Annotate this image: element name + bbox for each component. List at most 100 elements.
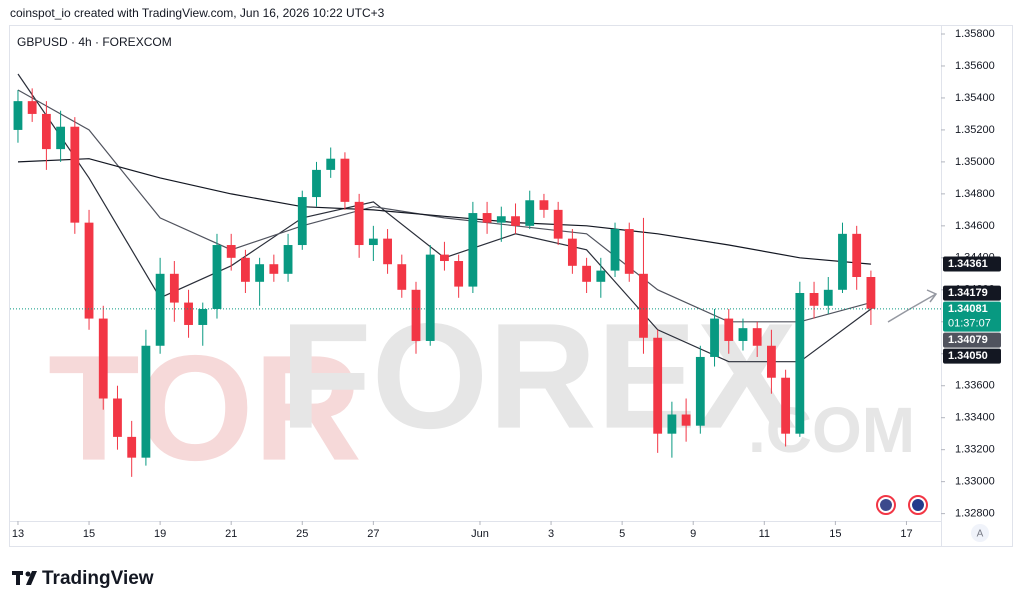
flag-us-inner — [880, 499, 892, 511]
footer-brand: TradingView — [42, 568, 154, 589]
candle-body — [639, 273, 648, 338]
candle-body — [738, 328, 748, 341]
auto-scale-button[interactable] — [971, 524, 989, 542]
candle-body — [766, 345, 776, 378]
candle-body — [440, 254, 449, 262]
x-tick-label: 25 — [296, 528, 308, 540]
candle — [440, 241, 449, 271]
header: coinspot_io created with TradingView.com… — [10, 6, 385, 20]
candle-body — [468, 213, 478, 287]
candle-body — [610, 229, 620, 271]
x-tick-label: 5 — [619, 528, 625, 540]
candle — [809, 281, 819, 319]
candle-body — [496, 216, 506, 223]
candle-body — [624, 229, 634, 274]
candle — [781, 369, 791, 447]
x-tick-label: 9 — [690, 528, 696, 540]
candle-body — [98, 318, 108, 399]
candle — [752, 321, 762, 357]
x-tick-label: 21 — [225, 528, 237, 540]
candle — [354, 193, 364, 258]
price-label-text: 1.34179 — [948, 287, 988, 299]
candle-body — [354, 201, 364, 246]
candle-body — [482, 213, 492, 223]
y-tick-label: 1.34800 — [955, 188, 995, 200]
candle — [695, 345, 705, 434]
candle — [454, 254, 464, 298]
price-label: 1.34079 — [943, 332, 1001, 348]
price-label-box — [943, 301, 1001, 332]
candle — [866, 270, 876, 325]
candle — [368, 225, 378, 262]
candle-body — [113, 398, 122, 437]
price-label: 1.34179 — [943, 285, 1001, 301]
candle-body — [198, 308, 208, 325]
price-label-text: 1.34361 — [948, 258, 988, 270]
price-label: 1.34081 01:37:07 — [943, 301, 1001, 332]
x-tick-label: 15 — [83, 528, 95, 540]
candle — [724, 308, 734, 354]
plot-area — [10, 73, 941, 477]
candle-body — [212, 245, 222, 309]
candle-body — [809, 292, 819, 306]
x-tick-label: 17 — [900, 528, 912, 540]
candle — [411, 281, 421, 354]
candle-body — [539, 200, 549, 210]
candle-body — [41, 113, 51, 150]
candle — [624, 222, 634, 282]
watermark: TOR FOREX .COM — [48, 292, 915, 492]
chart-frame — [9, 25, 1013, 547]
candle-body — [511, 216, 520, 226]
x-tick-label: 11 — [759, 528, 770, 540]
candle-body — [383, 238, 392, 265]
candle-body — [795, 292, 805, 434]
candle-body — [184, 302, 193, 325]
candle-body — [681, 414, 691, 426]
candle-body — [169, 273, 179, 303]
tradingview-logo: TradingView — [12, 568, 154, 589]
candle-body — [226, 245, 236, 258]
auto-scale-label[interactable]: A — [977, 529, 984, 540]
candle — [41, 101, 51, 170]
price-label: 1.34361 — [943, 256, 1001, 272]
candle — [482, 201, 492, 234]
price-label-text: 1.34081 — [948, 303, 988, 315]
candle-body — [823, 289, 833, 306]
candle — [738, 318, 748, 351]
y-tick-label: 1.35400 — [955, 92, 995, 104]
x-tick-label: 19 — [154, 528, 166, 540]
watermark-suffix: .COM — [748, 394, 915, 466]
candle-body — [710, 318, 719, 357]
price-label-box — [943, 348, 1001, 364]
price-label-box — [943, 285, 1001, 301]
candle-body — [567, 238, 577, 266]
candle-body — [368, 238, 378, 246]
flag-uk-inner — [912, 499, 924, 511]
candle — [567, 229, 577, 274]
candle — [553, 201, 563, 246]
candle — [852, 225, 862, 290]
forecast-arrow-head — [926, 289, 938, 303]
candle — [141, 329, 151, 466]
candle — [468, 201, 478, 293]
candle-body — [653, 337, 663, 434]
y-tick-label: 1.35200 — [955, 124, 995, 136]
candle — [496, 206, 506, 242]
candle — [98, 305, 108, 410]
candle-body — [56, 126, 66, 150]
candle-body — [866, 277, 876, 309]
x-tick-label: Jun — [471, 528, 489, 540]
candle-body — [525, 200, 535, 226]
candle — [241, 249, 250, 293]
candle — [681, 398, 691, 442]
candle-body — [13, 101, 23, 130]
candle — [511, 203, 520, 234]
candle-body — [838, 233, 847, 290]
candle — [340, 152, 350, 210]
candle — [312, 161, 321, 207]
price-label-text: 1.34079 — [948, 334, 988, 346]
moving-average — [17, 158, 871, 265]
candle — [710, 308, 719, 367]
candle — [610, 222, 620, 278]
candle-body — [312, 169, 321, 198]
